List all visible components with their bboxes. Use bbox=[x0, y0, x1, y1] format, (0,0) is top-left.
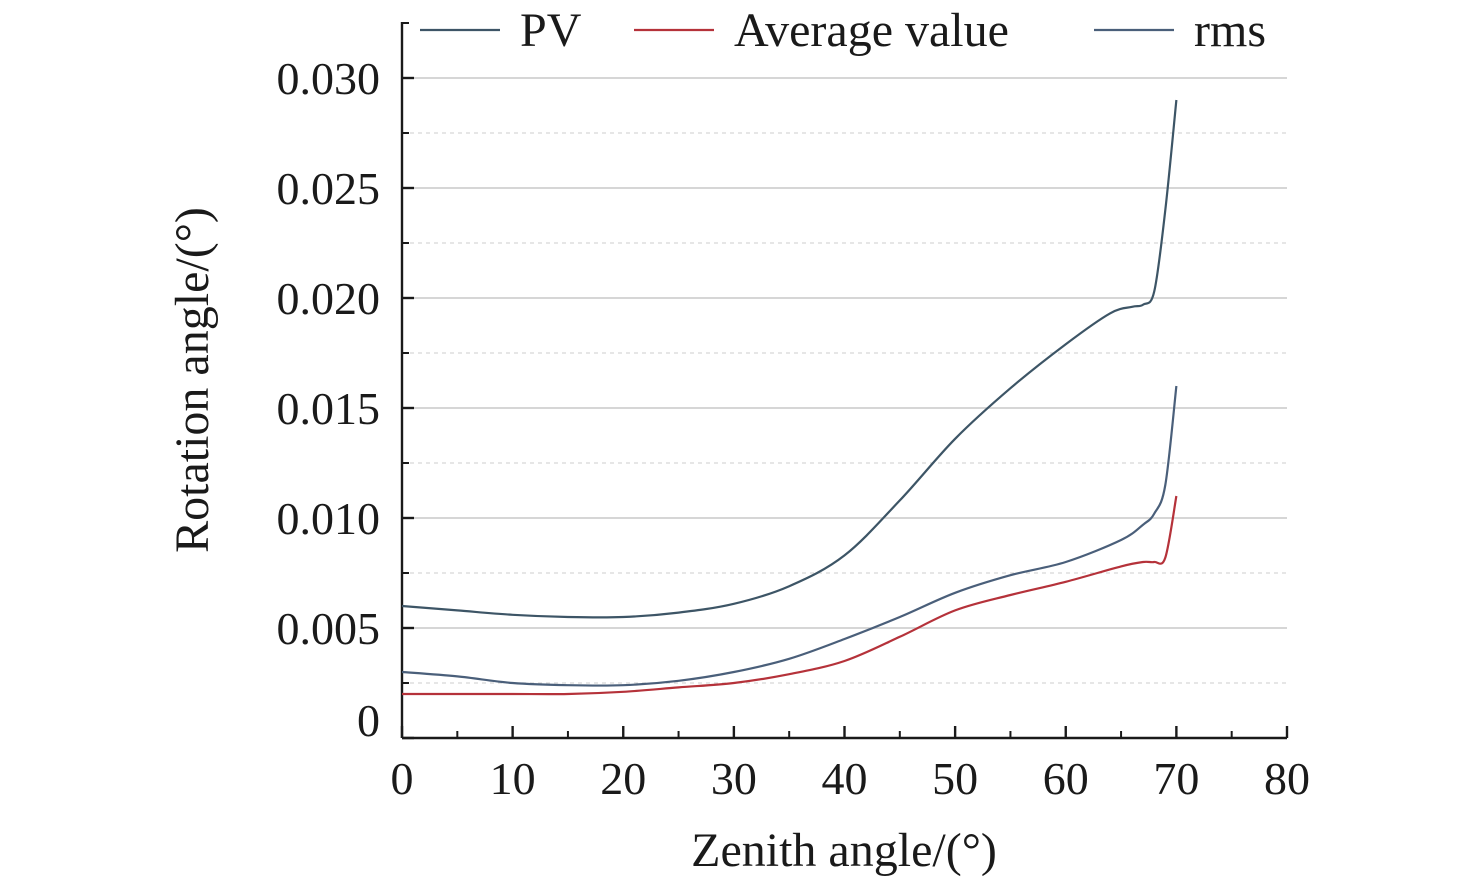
x-tick-label: 20 bbox=[600, 753, 646, 804]
y-tick-label: 0.015 bbox=[277, 383, 381, 434]
y-tick-label: 0.025 bbox=[277, 163, 381, 214]
legend: PV Average value rms bbox=[420, 4, 1266, 57]
series-line-pv bbox=[401, 99, 1178, 619]
x-tick-label: 50 bbox=[932, 753, 978, 804]
x-tick-label: 30 bbox=[711, 753, 757, 804]
legend-item: rms bbox=[1094, 4, 1266, 57]
y-axis-title: Rotation angle/(°) bbox=[166, 207, 219, 553]
axes: 0 0.005 0.010 0.015 0.020 0.025 0.030 0 10 20 30 40… bbox=[277, 22, 1310, 804]
series-line-rms bbox=[401, 385, 1178, 687]
y-tick-label: 0.010 bbox=[277, 493, 381, 544]
x-axis-title: Zenith angle/(°) bbox=[691, 824, 997, 877]
x-tick-label: 10 bbox=[490, 753, 536, 804]
y-tick-label: 0.030 bbox=[277, 53, 381, 104]
legend-label: Average value bbox=[734, 4, 1009, 57]
x-tick-label: 60 bbox=[1043, 753, 1089, 804]
x-tick-label: 40 bbox=[822, 753, 868, 804]
x-tick-label: 80 bbox=[1264, 753, 1310, 804]
series-line-average-value bbox=[401, 495, 1178, 696]
plot-area bbox=[401, 99, 1178, 696]
x-tick-label: 0 bbox=[391, 753, 414, 804]
legend-label: rms bbox=[1194, 4, 1266, 57]
grid bbox=[402, 77, 1287, 684]
y-tick-label: 0 bbox=[357, 695, 380, 746]
legend-label: PV bbox=[520, 4, 582, 57]
x-tick-label: 70 bbox=[1153, 753, 1199, 804]
legend-item: Average value bbox=[634, 4, 1009, 57]
y-tick-label: 0.020 bbox=[277, 273, 381, 324]
y-tick-label: 0.005 bbox=[277, 603, 381, 654]
legend-item: PV bbox=[420, 4, 582, 57]
